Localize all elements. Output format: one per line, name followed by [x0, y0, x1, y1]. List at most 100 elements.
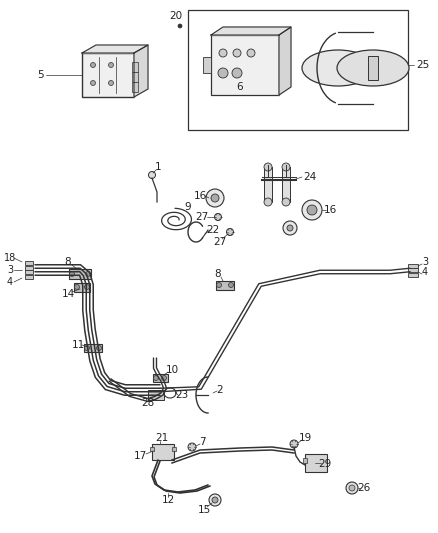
Circle shape: [282, 163, 290, 171]
Bar: [172, 447, 176, 451]
Text: 4: 4: [422, 267, 428, 277]
Bar: [408, 263, 418, 268]
Circle shape: [283, 221, 297, 235]
Ellipse shape: [302, 50, 374, 86]
Circle shape: [216, 282, 222, 287]
Bar: [132, 62, 138, 72]
Bar: [84, 344, 102, 352]
Text: 11: 11: [71, 340, 85, 350]
Bar: [74, 283, 90, 292]
Circle shape: [302, 200, 322, 220]
Circle shape: [247, 49, 255, 57]
Text: 5: 5: [37, 70, 43, 80]
Text: 25: 25: [417, 60, 430, 70]
Bar: [408, 272, 418, 277]
Circle shape: [91, 80, 95, 85]
Circle shape: [307, 205, 317, 215]
Circle shape: [287, 225, 293, 231]
Bar: [25, 266, 33, 270]
Circle shape: [91, 62, 95, 68]
Text: 23: 23: [175, 390, 189, 400]
Text: 12: 12: [161, 495, 175, 505]
Text: 8: 8: [215, 269, 221, 279]
Bar: [25, 270, 33, 274]
Circle shape: [74, 285, 80, 289]
Circle shape: [206, 189, 224, 207]
Text: 21: 21: [155, 433, 169, 443]
Text: 29: 29: [318, 459, 332, 469]
Bar: [132, 82, 138, 92]
Polygon shape: [134, 45, 148, 97]
Text: 26: 26: [357, 483, 371, 493]
Bar: [150, 447, 154, 451]
Circle shape: [215, 214, 222, 221]
Bar: [153, 374, 168, 382]
Circle shape: [229, 282, 233, 287]
Bar: [25, 261, 33, 265]
Text: 20: 20: [170, 11, 183, 21]
Bar: [282, 167, 290, 202]
Circle shape: [162, 376, 166, 381]
Circle shape: [349, 485, 355, 491]
Bar: [188, 10, 408, 130]
Circle shape: [282, 198, 290, 206]
Bar: [368, 56, 378, 80]
Bar: [148, 390, 164, 400]
Text: 14: 14: [61, 289, 74, 299]
Polygon shape: [82, 45, 148, 53]
Circle shape: [85, 271, 91, 277]
Circle shape: [212, 497, 218, 503]
Circle shape: [218, 68, 228, 78]
Text: 17: 17: [134, 451, 147, 461]
Bar: [305, 454, 327, 472]
Bar: [211, 35, 279, 95]
Text: 8: 8: [65, 257, 71, 267]
Bar: [25, 274, 33, 279]
Circle shape: [85, 285, 89, 289]
Text: 9: 9: [185, 202, 191, 212]
Circle shape: [178, 24, 182, 28]
Text: 15: 15: [198, 505, 211, 515]
Bar: [152, 444, 174, 460]
Bar: [203, 57, 211, 73]
Text: 18: 18: [4, 253, 16, 263]
Circle shape: [96, 345, 102, 351]
Text: 19: 19: [298, 433, 311, 443]
Text: 16: 16: [193, 191, 207, 201]
Text: 7: 7: [199, 437, 205, 447]
Text: 10: 10: [166, 365, 179, 375]
Text: 4: 4: [7, 277, 13, 287]
Circle shape: [109, 62, 113, 68]
Bar: [132, 72, 138, 82]
Bar: [408, 268, 418, 272]
Bar: [82, 53, 134, 97]
Circle shape: [233, 49, 241, 57]
Circle shape: [85, 345, 89, 351]
Text: 1: 1: [155, 162, 161, 172]
Text: 28: 28: [141, 398, 155, 408]
Bar: [264, 167, 272, 202]
Text: 16: 16: [323, 205, 337, 215]
Text: 27: 27: [213, 237, 226, 247]
Circle shape: [232, 68, 242, 78]
Text: 6: 6: [237, 82, 244, 92]
Bar: [303, 458, 307, 463]
Text: 3: 3: [422, 257, 428, 267]
Ellipse shape: [337, 50, 409, 86]
Circle shape: [346, 482, 358, 494]
Text: 22: 22: [206, 225, 219, 235]
Circle shape: [264, 163, 272, 171]
Circle shape: [70, 271, 74, 277]
Text: 2: 2: [217, 385, 223, 395]
Circle shape: [188, 443, 196, 451]
Polygon shape: [279, 27, 291, 95]
Polygon shape: [211, 27, 291, 35]
Circle shape: [290, 440, 298, 448]
Circle shape: [209, 494, 221, 506]
Bar: [69, 269, 91, 279]
Circle shape: [219, 49, 227, 57]
Text: 27: 27: [195, 212, 208, 222]
Circle shape: [226, 229, 233, 236]
Circle shape: [148, 172, 155, 179]
Circle shape: [109, 80, 113, 85]
